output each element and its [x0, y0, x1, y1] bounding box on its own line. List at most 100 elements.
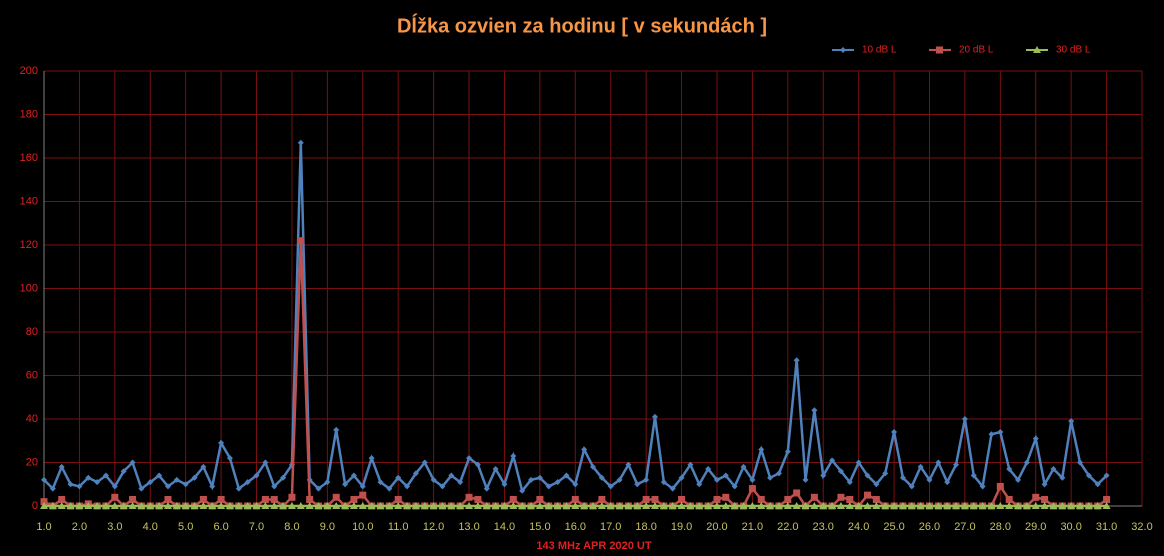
data-point	[518, 502, 527, 509]
data-point	[58, 463, 65, 470]
data-point	[616, 476, 623, 483]
data-point	[190, 502, 199, 509]
x-tick-label: 10.0	[352, 521, 373, 533]
data-point	[996, 502, 1005, 509]
data-point	[730, 502, 739, 509]
data-point	[1067, 502, 1076, 509]
y-tick-label: 100	[20, 282, 38, 294]
data-point	[1015, 476, 1022, 483]
data-point	[323, 502, 332, 509]
data-point	[713, 476, 720, 483]
data-point	[101, 502, 110, 509]
data-point	[1014, 502, 1023, 509]
data-point	[235, 485, 242, 492]
x-tick-label: 28.0	[990, 521, 1011, 533]
data-point	[642, 502, 651, 509]
y-tick-label: 60	[26, 369, 38, 381]
data-point	[430, 476, 437, 483]
data-point	[678, 495, 686, 503]
chart-title: Dĺžka ozvien za hodinu [ v sekundách ]	[397, 13, 767, 37]
data-point	[846, 479, 853, 486]
data-point	[704, 502, 713, 509]
data-point	[120, 468, 127, 475]
data-point	[67, 481, 74, 488]
data-point	[837, 468, 844, 475]
x-tick-label: 17.0	[600, 521, 621, 533]
data-point	[642, 495, 650, 503]
data-point	[996, 482, 1004, 490]
data-point	[420, 502, 429, 509]
y-tick-label: 160	[20, 152, 38, 164]
x-tick-label: 32.0	[1131, 521, 1152, 533]
x-tick-label: 5.0	[178, 521, 193, 533]
data-point	[94, 479, 101, 486]
x-tick-label: 20.0	[706, 521, 727, 533]
data-point	[811, 407, 818, 414]
data-point	[129, 495, 137, 503]
data-point	[271, 483, 278, 490]
data-point	[474, 461, 481, 468]
data-point	[58, 495, 66, 503]
data-point	[40, 498, 48, 506]
x-tick-label: 18.0	[635, 521, 656, 533]
data-point	[368, 455, 375, 462]
y-tick-label: 120	[20, 239, 38, 251]
data-point	[421, 459, 428, 466]
data-point	[740, 463, 747, 470]
data-point	[138, 485, 145, 492]
data-point	[713, 495, 721, 503]
data-point	[403, 502, 412, 509]
data-point	[934, 502, 943, 509]
data-point	[545, 483, 552, 490]
data-point	[845, 502, 854, 509]
data-point	[66, 502, 75, 509]
data-point	[226, 455, 233, 462]
data-point	[509, 495, 517, 503]
data-point	[376, 502, 385, 509]
data-point	[783, 502, 792, 509]
data-point	[1093, 502, 1102, 509]
data-point	[854, 502, 863, 509]
data-point	[828, 502, 837, 509]
data-point	[1049, 502, 1058, 509]
data-point	[987, 502, 996, 509]
data-point	[156, 472, 163, 479]
data-point	[891, 429, 898, 436]
data-point	[261, 495, 269, 503]
data-point	[1023, 459, 1030, 466]
data-point	[757, 495, 765, 503]
data-point	[1050, 466, 1057, 473]
data-point	[358, 502, 367, 509]
data-point	[482, 502, 491, 509]
x-tick-label: 24.0	[848, 521, 869, 533]
data-point	[678, 474, 685, 481]
data-point	[917, 463, 924, 470]
data-point	[438, 502, 447, 509]
data-point	[598, 474, 605, 481]
data-point	[650, 502, 659, 509]
data-point	[270, 495, 278, 503]
data-point	[119, 502, 128, 509]
x-tick-label: 26.0	[919, 521, 940, 533]
data-point	[1085, 472, 1092, 479]
x-tick-label: 11.0	[388, 521, 409, 533]
data-point	[820, 472, 827, 479]
data-point	[598, 495, 606, 503]
data-point	[633, 502, 642, 509]
data-point	[907, 502, 916, 509]
x-tick-label: 30.0	[1060, 521, 1081, 533]
data-point	[705, 466, 712, 473]
x-tick-label: 21.0	[742, 521, 763, 533]
data-point	[262, 459, 269, 466]
data-point	[110, 502, 119, 509]
data-point	[774, 502, 783, 509]
data-point	[925, 502, 934, 509]
x-tick-label: 25.0	[883, 521, 904, 533]
data-point	[1094, 481, 1101, 488]
data-point	[519, 487, 526, 494]
y-tick-label: 180	[20, 108, 38, 120]
x-tick-label: 6.0	[213, 521, 228, 533]
data-point	[500, 502, 509, 509]
data-point	[411, 502, 420, 509]
y-tick-label: 80	[26, 326, 38, 338]
